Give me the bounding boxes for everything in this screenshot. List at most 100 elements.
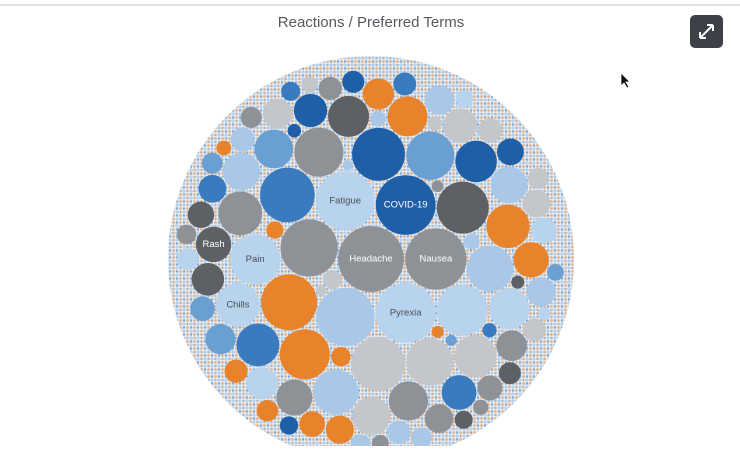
bubble-label: Rash: [202, 239, 224, 250]
bubble: [279, 329, 330, 380]
bubble: [388, 381, 429, 421]
bubble: [431, 325, 444, 338]
bubble: [352, 127, 405, 181]
bubble: [313, 369, 359, 415]
bubble: [266, 221, 284, 239]
bubble-label: Headache: [349, 254, 392, 265]
bubble: [526, 277, 556, 307]
bubble: [405, 228, 467, 290]
bubble: [190, 296, 215, 321]
bubble-label: Chills: [226, 299, 249, 310]
bubble: [523, 189, 551, 218]
bubble: [427, 116, 442, 131]
bubble: [496, 330, 528, 361]
bubble: [406, 338, 454, 386]
bubble: [424, 404, 454, 433]
bubble: [191, 263, 225, 296]
bubble: [513, 242, 549, 278]
bubble: [496, 138, 524, 166]
bubble: [489, 288, 530, 330]
chart-title: Reactions / Preferred Terms: [278, 14, 464, 31]
expand-button[interactable]: [690, 15, 723, 48]
bubble: [511, 275, 525, 289]
bubble: [393, 72, 417, 96]
bubble: [224, 359, 248, 383]
bubble: [342, 160, 353, 171]
bubble: [276, 379, 313, 416]
bubble: [443, 108, 478, 143]
bubble: [455, 89, 474, 108]
bubble: [523, 318, 546, 342]
bubble: [490, 166, 528, 204]
bubble: [498, 362, 521, 385]
bubble: [176, 224, 197, 245]
mouse-cursor: [620, 72, 631, 89]
bubble: [256, 400, 279, 422]
bubble: [342, 70, 365, 93]
bubble: [436, 181, 489, 234]
bubble: [352, 396, 391, 435]
bubble-label: Nausea: [420, 254, 453, 265]
bubble-label: Pyrexia: [390, 307, 422, 318]
bubble: [198, 174, 227, 203]
bubble: [531, 217, 558, 244]
bubble: [431, 180, 444, 193]
bubble: [445, 334, 457, 346]
bubble: [411, 427, 432, 448]
bubbles: Headache Nausea COVID-19 Pyrexia Fatigue Pain…: [176, 70, 564, 451]
bubble: [215, 283, 260, 327]
bubble-label: Pain: [246, 254, 265, 265]
bubble-label: COVID-19: [384, 200, 428, 211]
bubble: [424, 85, 455, 115]
bubble: [187, 201, 215, 229]
bubble: [527, 168, 549, 189]
bubble: [222, 152, 261, 191]
bubble: [254, 129, 294, 169]
bubble: [325, 415, 354, 444]
bubble: [281, 81, 301, 101]
bubble: [455, 140, 497, 183]
bubble: [218, 191, 263, 236]
bubble: [301, 76, 318, 93]
bubble: [370, 111, 386, 127]
bubble: [216, 140, 232, 156]
bubble: [315, 171, 375, 231]
bubble: [387, 420, 411, 445]
bubble: [454, 410, 473, 429]
bubble: [327, 95, 370, 137]
bubble: [236, 323, 280, 367]
bubble: [205, 324, 236, 355]
bubble: [406, 131, 455, 180]
bubble: [287, 123, 302, 138]
bubble: [331, 347, 351, 367]
bubble: [436, 284, 488, 336]
bubble: [454, 335, 497, 378]
bubble: [294, 127, 344, 177]
bubble: [240, 106, 262, 128]
bubble: [261, 274, 318, 331]
bubble: [246, 367, 278, 400]
bubble: [176, 248, 199, 271]
bubble: [375, 175, 436, 235]
bubble: [467, 245, 514, 292]
bubble: [230, 127, 255, 152]
bubble: [280, 219, 338, 277]
bubble: [537, 307, 551, 320]
bubble: [478, 118, 503, 143]
bubble: [299, 411, 325, 437]
bubble: [351, 337, 406, 391]
bubble: [279, 416, 299, 435]
bubble: [201, 152, 223, 174]
bubble: [486, 204, 530, 248]
bubble: [473, 399, 489, 415]
bubble: [318, 76, 342, 101]
bubble: [441, 375, 477, 410]
bubble: [195, 226, 232, 263]
bubble: [362, 78, 394, 110]
bubble: [387, 96, 428, 137]
bubble: [338, 226, 404, 292]
bubble: [316, 287, 375, 346]
bubble: [477, 375, 503, 401]
